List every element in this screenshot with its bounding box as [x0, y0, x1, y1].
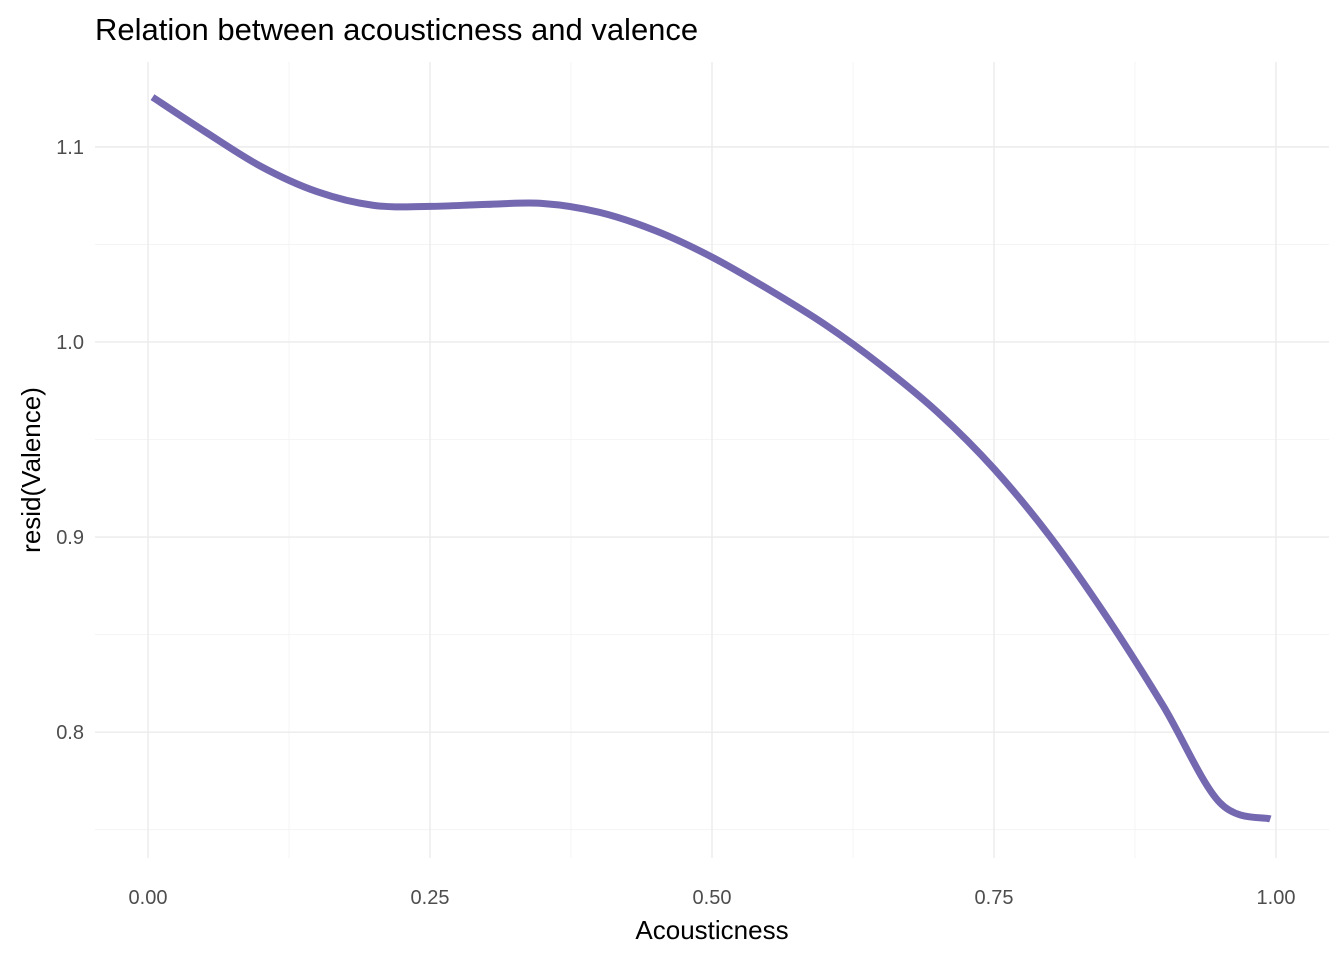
series-layer: [150, 94, 1272, 823]
y-tick-label: 1.1: [56, 137, 84, 159]
x-tick-label: 0.75: [975, 887, 1014, 909]
x-tick-label: 1.00: [1257, 887, 1296, 909]
y-axis-tick-labels: 0.8 0.9 1.0 1.1: [56, 137, 84, 744]
x-tick-label: 0.50: [693, 887, 732, 909]
y-axis-title: resid(Valence): [16, 387, 46, 553]
y-tick-label: 0.8: [56, 722, 84, 744]
chart-title: Relation between acousticness and valenc…: [95, 12, 698, 47]
x-tick-label: 0.25: [411, 887, 450, 909]
y-tick-label: 0.9: [56, 527, 84, 549]
major-gridlines: [95, 62, 1329, 858]
x-axis-tick-labels: 0.00 0.25 0.50 0.75 1.00: [129, 887, 1296, 909]
series-line: [150, 94, 1272, 823]
x-tick-label: 0.00: [129, 887, 168, 909]
x-axis-title: Acousticness: [635, 915, 788, 945]
y-tick-label: 1.0: [56, 332, 84, 354]
